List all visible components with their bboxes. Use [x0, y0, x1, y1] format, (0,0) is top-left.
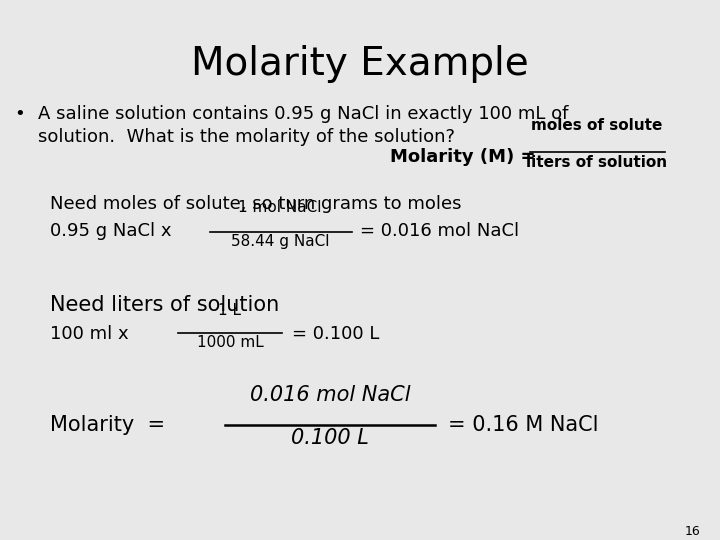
Text: 0.016 mol NaCl: 0.016 mol NaCl	[250, 385, 410, 405]
Text: liters of solution: liters of solution	[526, 155, 667, 170]
Text: Need liters of solution: Need liters of solution	[50, 295, 279, 315]
Text: = 0.016 mol NaCl: = 0.016 mol NaCl	[360, 222, 519, 240]
Text: 100 ml x: 100 ml x	[50, 325, 129, 343]
Text: moles of solute: moles of solute	[531, 118, 662, 133]
Text: 58.44 g NaCl: 58.44 g NaCl	[230, 234, 329, 249]
Text: 0.100 L: 0.100 L	[291, 428, 369, 448]
Text: 1 mol NaCl: 1 mol NaCl	[238, 200, 322, 215]
Text: = 0.16 M NaCl: = 0.16 M NaCl	[448, 415, 598, 435]
Text: 0.95 g NaCl x: 0.95 g NaCl x	[50, 222, 171, 240]
Text: 1 L: 1 L	[218, 303, 241, 318]
Text: solution.  What is the molarity of the solution?: solution. What is the molarity of the so…	[38, 128, 455, 146]
Text: A saline solution contains 0.95 g NaCl in exactly 100 mL of: A saline solution contains 0.95 g NaCl i…	[38, 105, 568, 123]
Text: Molarity (M) =: Molarity (M) =	[390, 148, 536, 166]
Text: 16: 16	[684, 525, 700, 538]
Text: = 0.100 L: = 0.100 L	[292, 325, 379, 343]
Text: Need moles of solute, so turn grams to moles: Need moles of solute, so turn grams to m…	[50, 195, 462, 213]
Text: 1000 mL: 1000 mL	[197, 335, 264, 350]
Text: Molarity Example: Molarity Example	[191, 45, 529, 83]
Text: •: •	[14, 105, 24, 123]
Text: Molarity  =: Molarity =	[50, 415, 165, 435]
